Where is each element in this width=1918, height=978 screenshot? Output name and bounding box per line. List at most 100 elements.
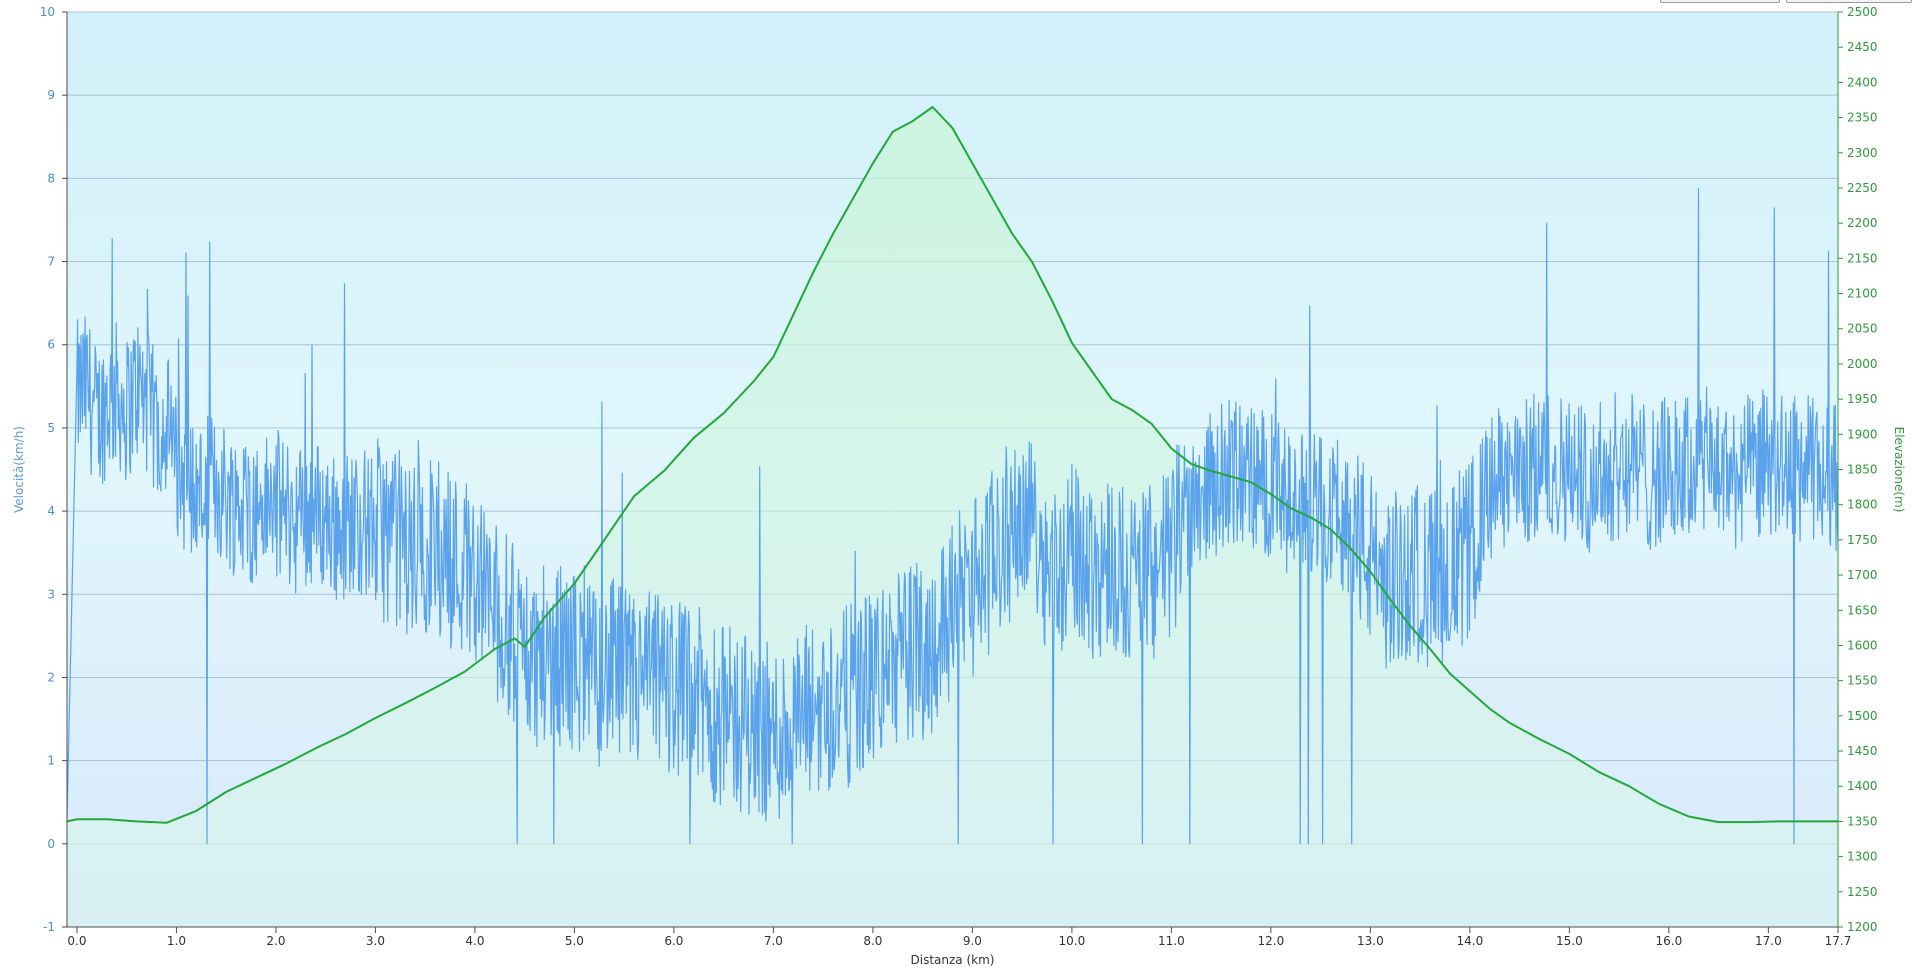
elevation-point <box>404 702 407 704</box>
elevation-point <box>991 197 994 200</box>
right-tick-label: 1400 <box>1847 779 1878 793</box>
elevation-point <box>285 762 287 765</box>
x-tick-label: 17.0 <box>1755 934 1782 948</box>
elevation-point <box>1150 422 1153 425</box>
elevation-point <box>1538 738 1541 740</box>
right-tick-label: 1950 <box>1847 392 1878 406</box>
top-button-left[interactable] <box>1660 0 1780 3</box>
right-tick-label: 1500 <box>1847 709 1878 723</box>
left-tick-label: 0 <box>47 837 55 851</box>
elevation-point <box>1489 708 1491 710</box>
elevation-point <box>1011 232 1013 235</box>
elevation-point <box>603 539 606 541</box>
elevation-point <box>1598 771 1600 773</box>
right-tick-label: 1800 <box>1847 498 1878 512</box>
elevation-point <box>76 818 78 821</box>
left-tick-label: 3 <box>47 587 55 601</box>
x-tick-label: 4.0 <box>465 934 484 948</box>
left-tick-label: 6 <box>47 338 55 352</box>
elevation-point <box>1658 803 1660 805</box>
left-tick-label: 2 <box>47 670 55 684</box>
x-tick-label: 2.0 <box>266 934 285 948</box>
left-tick-label: 7 <box>47 255 55 269</box>
elevation-point <box>1429 648 1431 650</box>
right-tick-label: 2300 <box>1847 146 1878 160</box>
right-tick-label: 1250 <box>1847 885 1878 899</box>
elevation-point <box>523 646 526 648</box>
elevation-point <box>1051 299 1053 302</box>
elevation-point <box>1807 820 1809 823</box>
elevation-point <box>344 733 347 735</box>
elevation-point <box>1449 672 1451 675</box>
left-tick-label: 8 <box>47 171 55 185</box>
left-tick-label: 5 <box>47 421 55 435</box>
elevation-point <box>971 162 974 165</box>
x-tick-label: 16.0 <box>1656 934 1683 948</box>
elevation-point <box>573 582 576 585</box>
speed-series-line <box>67 187 1838 845</box>
top-button-right[interactable] <box>1786 0 1912 3</box>
elevation-point <box>1290 507 1292 510</box>
elevation-point <box>1777 820 1780 823</box>
x-tick-label: 15.0 <box>1556 934 1583 948</box>
elevation-point <box>1389 598 1392 601</box>
elevation-point <box>1270 493 1272 495</box>
elevation-point <box>106 818 108 821</box>
elevation-point <box>1688 815 1690 818</box>
elevation-point <box>852 197 854 200</box>
elevation-point <box>1369 570 1372 573</box>
elevation-point <box>1170 447 1173 450</box>
right-tick-label: 1300 <box>1847 850 1878 864</box>
elevation-point <box>693 437 695 439</box>
elevation-point <box>1628 785 1630 787</box>
right-tick-label: 1600 <box>1847 638 1878 652</box>
elevation-point <box>434 686 436 689</box>
elevation-point <box>1071 342 1073 344</box>
elevation-point <box>255 777 257 779</box>
elevation-point <box>1349 547 1352 550</box>
right-tick-label: 2500 <box>1847 5 1878 19</box>
left-tick-label: 9 <box>47 88 55 102</box>
elevation-point <box>931 106 934 108</box>
elevation-point <box>1309 516 1312 519</box>
x-tick-label: 0.0 <box>67 934 86 948</box>
right-tick-label: 2050 <box>1847 322 1878 336</box>
elevation-point <box>772 356 775 358</box>
right-tick-label: 2450 <box>1847 40 1878 54</box>
x-tick-label: 10.0 <box>1059 934 1086 948</box>
elevation-point <box>1230 475 1232 478</box>
elevation-point <box>1190 463 1193 465</box>
right-tick-label: 1850 <box>1847 463 1878 477</box>
x-axis-title: Distanza (km) <box>911 953 995 967</box>
elevation-point <box>1469 690 1471 692</box>
right-tick-label: 1200 <box>1847 920 1878 934</box>
elevation-area <box>67 107 1838 927</box>
elevation-point <box>892 130 894 133</box>
elevation-point <box>1250 481 1252 484</box>
elevation-point <box>663 470 665 472</box>
right-tick-label: 1900 <box>1847 427 1878 441</box>
elevation-point <box>314 747 317 749</box>
right-axis-title: Elevazione(m) <box>1892 427 1906 513</box>
elevation-point <box>464 670 466 673</box>
elevation-point <box>494 648 496 650</box>
elevation-point <box>812 271 814 274</box>
right-tick-label: 1700 <box>1847 568 1878 582</box>
x-tick-label: 5.0 <box>565 934 584 948</box>
elevation-point <box>1747 821 1750 823</box>
elevation-point <box>1409 625 1411 627</box>
right-tick-label: 2400 <box>1847 75 1878 89</box>
right-tick-label: 2150 <box>1847 251 1878 265</box>
x-tick-label: 13.0 <box>1357 934 1384 948</box>
elevation-point <box>792 313 795 316</box>
x-tick-label: 8.0 <box>863 934 882 948</box>
elevation-point <box>1130 408 1133 411</box>
elevation-point <box>543 616 546 619</box>
x-tick-label: 6.0 <box>664 934 683 948</box>
x-tick-label: 14.0 <box>1457 934 1484 948</box>
x-tick-label: 3.0 <box>366 934 385 948</box>
x-tick-label: 9.0 <box>963 934 982 948</box>
right-tick-label: 1350 <box>1847 814 1878 828</box>
elevation-point <box>872 162 874 165</box>
right-tick-label: 1550 <box>1847 674 1878 688</box>
